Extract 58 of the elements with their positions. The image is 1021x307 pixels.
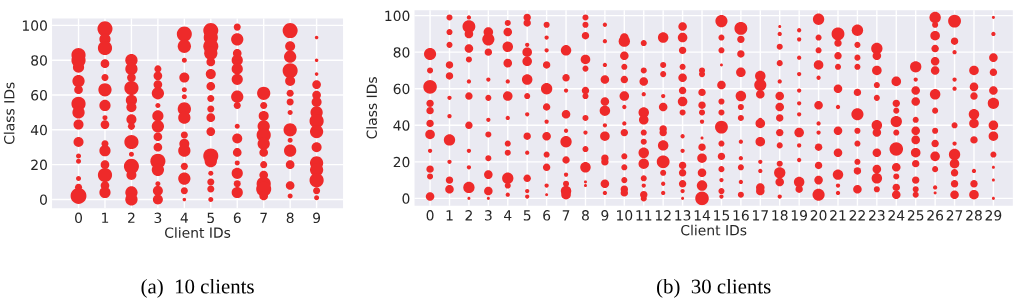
x-tick-label: 6: [543, 210, 551, 221]
x-axis-title: Client IDs: [165, 227, 231, 238]
x-tick-label: 0: [426, 210, 434, 221]
x-tick-label: 3: [154, 212, 162, 224]
x-tick-label: 17: [752, 210, 768, 221]
x-tick-label: 2: [128, 212, 135, 223]
y-tick-label: 80: [31, 55, 47, 66]
x-tick-label: 7: [562, 210, 570, 221]
x-tick-label: 8: [581, 210, 589, 221]
x-tick-label: 23: [869, 210, 885, 221]
x-tick-label: 18: [772, 210, 788, 221]
x-tick-label: 16: [733, 210, 749, 221]
x-tick-label: 11: [636, 210, 652, 221]
x-axis-title: Client IDs: [681, 224, 747, 236]
y-tick-label: 100: [385, 10, 410, 22]
x-tick-label: 3: [484, 210, 492, 221]
y-axis-title: Class IDs: [366, 77, 377, 139]
x-tick-label: 4: [504, 210, 512, 221]
x-tick-label: 26: [927, 210, 944, 221]
x-tick-label: 8: [286, 212, 294, 224]
x-tick-label: 6: [233, 212, 241, 224]
x-tick-label: 5: [523, 210, 531, 221]
y-tick-label: 40: [30, 124, 47, 136]
y-tick-label: 80: [393, 47, 410, 58]
x-tick-label: 9: [601, 210, 609, 221]
x-tick-label: 19: [791, 210, 808, 221]
x-tick-label: 14: [694, 210, 711, 221]
y-tick-label: 0: [39, 194, 47, 205]
text: (b) 30 clients: [657, 278, 771, 298]
x-tick-label: 9: [313, 212, 321, 224]
y-tick-label: 100: [22, 20, 47, 31]
y-tick-label: 60: [393, 83, 410, 95]
x-tick-label: 25: [907, 210, 924, 221]
x-tick-label: 5: [207, 212, 214, 224]
y-tick-label: 40: [393, 120, 410, 131]
x-tick-label: 20: [810, 210, 827, 221]
y-tick-label: 0: [402, 193, 410, 204]
x-tick-label: 28: [966, 210, 982, 221]
x-tick-label: 4: [180, 212, 188, 223]
x-tick-label: 7: [260, 212, 267, 223]
text: (a) 10 clients: [141, 278, 254, 298]
x-tick-label: 1: [102, 212, 109, 223]
x-tick-label: 12: [655, 210, 671, 221]
x-tick-label: 21: [830, 210, 846, 221]
y-tick-label: 60: [31, 89, 47, 101]
x-tick-label: 1: [446, 210, 453, 221]
x-tick-label: 2: [465, 210, 472, 221]
x-tick-label: 22: [849, 210, 865, 221]
x-tick-label: 29: [985, 210, 1002, 221]
x-tick-label: 15: [714, 210, 730, 221]
x-tick-label: 24: [888, 210, 905, 221]
y-tick-label: 20: [31, 159, 47, 171]
x-tick-label: 13: [675, 210, 691, 221]
y-tick-label: 20: [393, 156, 410, 168]
x-tick-label: 0: [75, 212, 83, 224]
y-axis-title: Class IDs: [3, 82, 15, 144]
x-tick-label: 27: [946, 210, 963, 221]
x-tick-label: 10: [617, 210, 633, 221]
